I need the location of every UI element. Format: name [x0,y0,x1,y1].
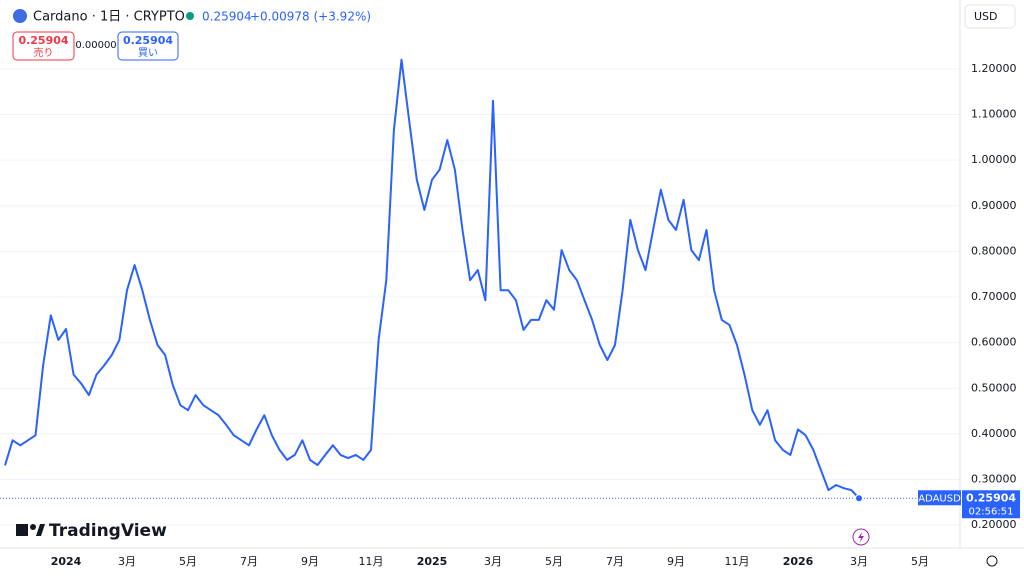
events-bolt [858,532,864,542]
y-tick-label: 0.70000 [971,290,1017,303]
x-tick-label: 11月 [725,555,750,568]
price-tag [962,490,1020,519]
price-tag-value: 0.25904 [966,491,1016,504]
x-tick-label: 9月 [667,555,685,568]
buy-price: 0.25904 [123,34,173,47]
x-tick-label: 5月 [179,555,197,568]
symbol[interactable]: Cardano · 1日 · CRYPTO [33,10,185,25]
x-tick-label: 7月 [606,555,624,568]
x-tick-label: 5月 [545,555,563,568]
currency-button[interactable] [964,4,1016,29]
series-name: ADAUSD [918,493,961,504]
y-tick-label: 0.80000 [971,244,1017,257]
y-tick-label: 0.30000 [971,473,1017,486]
y-tick-label: 0.20000 [971,518,1017,531]
x-tick-label: 3月 [484,555,502,568]
sell-button[interactable] [12,31,75,61]
events-icon[interactable] [852,528,870,546]
y-tick-label: 0.60000 [971,336,1017,349]
x-tick-label: 5月 [911,555,929,568]
x-tick-label: 7月 [240,555,258,568]
last-price: 0.25904 [202,10,252,24]
x-tick-label: 2026 [783,555,814,568]
buy-button[interactable] [117,31,179,61]
series-tag [918,490,961,506]
price-change: +0.00978 (+3.92%) [250,10,371,24]
x-tick-label: 3月 [850,555,868,568]
currency: USD [974,10,998,23]
y-tick-label: 1.10000 [971,108,1017,121]
buy-label: 買い [138,47,158,59]
brand: TradingView [49,521,167,541]
y-tick-label: 0.40000 [971,427,1017,440]
sell-price: 0.25904 [18,34,68,47]
y-tick-label: 1.20000 [971,62,1017,75]
symbol-icon [13,9,27,23]
logo [16,524,45,536]
settings-button[interactable] [986,555,998,567]
x-tick-label: 3月 [118,555,136,568]
y-tick-label: 0.90000 [971,199,1017,212]
y-tick-label: 1.00000 [971,153,1017,166]
x-tick-label: 9月 [301,555,319,568]
countdown: 02:56:51 [969,506,1014,517]
spread: 0.00000 [75,40,116,51]
y-tick-label: 0.50000 [971,381,1017,394]
market-status [186,12,194,20]
last-point [855,494,863,503]
sell-label: 売り [34,46,54,59]
x-tick-label: 11月 [359,555,384,568]
price-line [4,58,860,499]
x-tick-label: 2024 [51,555,82,568]
x-tick-label: 2025 [417,555,448,568]
